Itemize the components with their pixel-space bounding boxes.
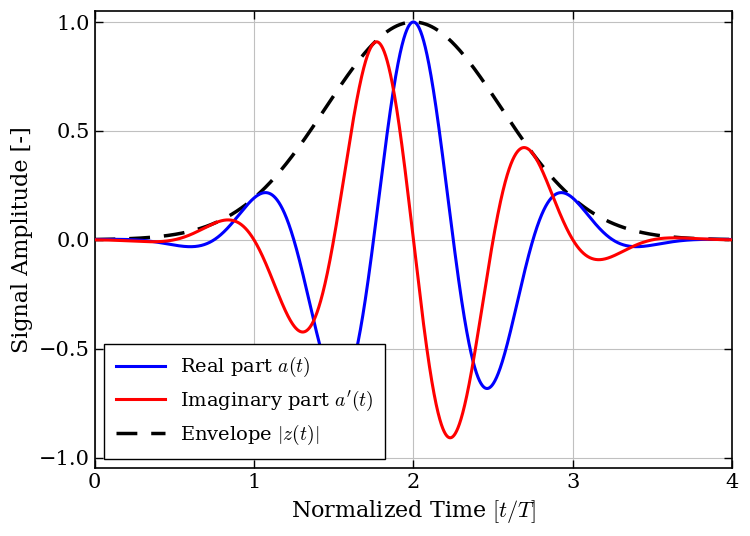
Imaginary part $a'(t)$ [363,52,372,58]
Imaginary part $a'(t)$ [728,236,736,243]
Envelope $|z(t)|$ [708,236,717,242]
X-axis label: Normalized Time $[t/T]$: Normalized Time $[t/T]$ [291,498,536,525]
Imaginary part $a'(t)$ [676,235,686,241]
Real part $a(t)$ [393,62,402,69]
Imaginary part $a'(t)$ [709,236,718,243]
Real part $a(t)$ [709,236,718,243]
Real part $a(t)$ [363,280,372,286]
Envelope $|z(t)|$ [358,53,367,59]
Y-axis label: Signal Amplitude [-]: Signal Amplitude [-] [11,126,33,353]
Envelope $|z(t)|$ [554,181,562,187]
Imaginary part $a'(t)$ [372,39,381,45]
Envelope $|z(t)|$ [409,19,418,25]
Envelope $|z(t)|$ [393,23,402,29]
Real part $a(t)$ [409,19,418,25]
Line: Real part $a(t)$: Real part $a(t)$ [94,22,732,389]
Line: Imaginary part $a'(t)$: Imaginary part $a'(t)$ [94,42,732,438]
Imaginary part $a'(t)$ [90,236,99,243]
Real part $a(t)$ [358,314,367,320]
Envelope $|z(t)|$ [90,236,99,243]
Real part $a(t)$ [554,190,562,196]
Envelope $|z(t)|$ [728,236,736,243]
Imaginary part $a'(t)$ [554,206,562,212]
Imaginary part $a'(t)$ [358,70,367,76]
Real part $a(t)$ [90,236,99,243]
Real part $a(t)$ [335,385,344,392]
Real part $a(t)$ [728,236,736,243]
Envelope $|z(t)|$ [363,47,372,53]
Legend: Real part $a(t)$, Imaginary part $a'(t)$, Envelope $|z(t)|$: Real part $a(t)$, Imaginary part $a'(t)$… [104,344,386,459]
Imaginary part $a'(t)$ [393,112,402,118]
Line: Envelope $|z(t)|$: Envelope $|z(t)|$ [94,22,732,240]
Imaginary part $a'(t)$ [446,435,454,441]
Envelope $|z(t)|$ [676,235,686,241]
Real part $a(t)$ [676,237,686,244]
